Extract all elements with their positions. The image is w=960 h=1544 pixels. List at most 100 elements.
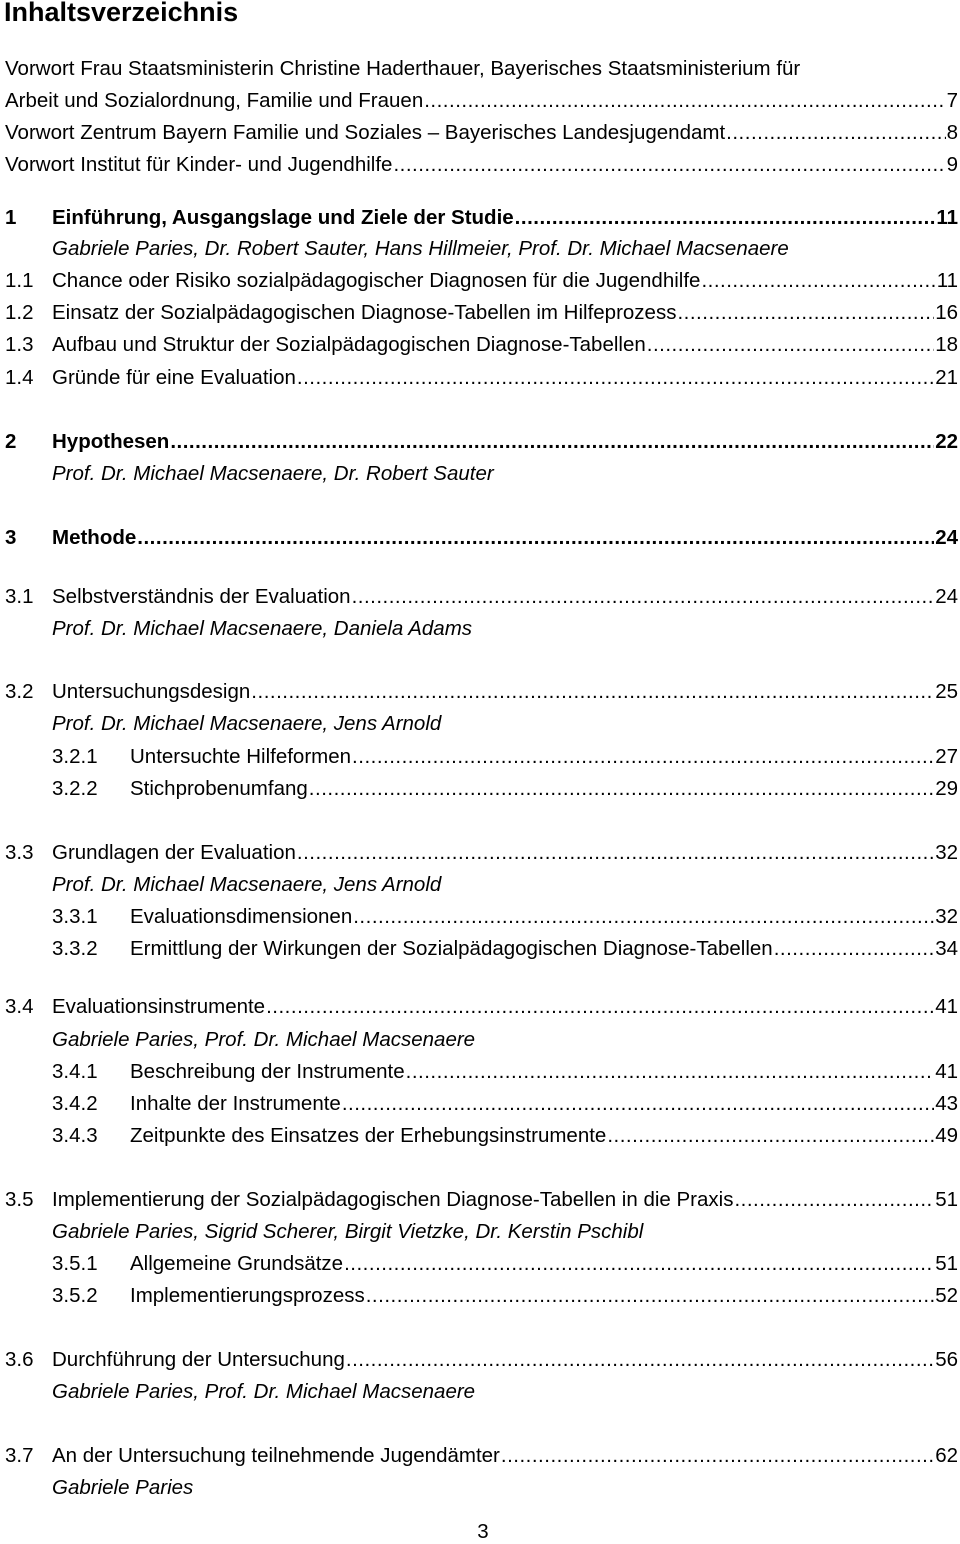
toc-author: Gabriele Paries, Dr. Robert Sauter, Hans… xyxy=(52,237,789,260)
toc-entry[interactable]: 3.2.2 Stichprobenumfang 29 xyxy=(52,776,958,802)
toc-entry-title: Inhalte der Instrumente xyxy=(130,1092,341,1115)
page-number: 3 xyxy=(477,1520,489,1543)
toc-author: Gabriele Paries, Prof. Dr. Michael Macse… xyxy=(52,1380,476,1403)
toc-entry[interactable]: 3.5.1 Allgemeine Grundsätze 51 xyxy=(52,1251,958,1277)
toc-entry[interactable]: 3.3.2 Ermittlung der Wirkungen der Sozial… xyxy=(52,936,958,962)
toc-entry-number: 3.5 xyxy=(5,1188,34,1211)
toc-author: Gabriele Paries xyxy=(52,1476,194,1499)
toc-entry-page: 25 xyxy=(935,680,958,703)
toc-entry[interactable]: Vorwort Zentrum Bayern Familie und Sozia… xyxy=(5,120,958,146)
toc-author: Prof. Dr. Michael Macsenaere, Jens Arnol… xyxy=(52,873,442,896)
page-title: Inhaltsverzeichnis xyxy=(4,0,239,27)
toc-entry[interactable]: 1.1 Chance oder Risiko sozialpädagogische… xyxy=(5,268,958,294)
toc-author: Gabriele Paries, Prof. Dr. Michael Macse… xyxy=(52,1028,476,1051)
toc-entry[interactable]: 3.5 Implementierung der Sozialpädagogisch… xyxy=(5,1187,958,1213)
toc-entry-number: 3.3 xyxy=(5,841,34,864)
toc-entry-page: 41 xyxy=(935,1060,958,1083)
toc-entry-title: Selbstverständnis der Evaluation xyxy=(52,585,351,608)
dot-leader xyxy=(501,1443,934,1469)
dot-leader xyxy=(774,936,934,962)
toc-entry-title: Grundlagen der Evaluation xyxy=(52,841,296,864)
toc-entry-title: Implementierung der Sozialpädagogischen … xyxy=(52,1188,734,1211)
dot-leader xyxy=(309,776,934,802)
toc-entry-page: 32 xyxy=(935,905,958,928)
toc-entry[interactable]: 3.2.1 Untersuchte Hilfeformen 27 xyxy=(52,744,958,770)
toc-entry-number: 3.4.2 xyxy=(52,1092,98,1115)
toc-entry-title: Arbeit und Sozialordnung, Familie und Fr… xyxy=(5,89,424,112)
toc-entry[interactable]: 3.2 Untersuchungsdesign 25 xyxy=(5,679,958,705)
toc-entry-page: 8 xyxy=(946,121,958,144)
toc-entry-page: 51 xyxy=(935,1252,958,1275)
toc-entry[interactable]: Arbeit und Sozialordnung, Familie und Fr… xyxy=(5,88,958,114)
toc-entry-number: 3.4.3 xyxy=(52,1124,98,1147)
toc-entry-page: 11 xyxy=(936,269,958,292)
toc-entry-title: Einsatz der Sozialpädagogischen Diagnose… xyxy=(52,301,677,324)
toc-entry[interactable]: 1.4 Gründe für eine Evaluation 21 xyxy=(5,365,958,391)
toc-entry-title: Evaluationsdimensionen xyxy=(130,905,353,928)
toc-entry-title: Implementierungsprozess xyxy=(130,1284,365,1307)
dot-leader xyxy=(353,904,934,930)
dot-leader xyxy=(424,88,945,114)
toc-entry-page: 29 xyxy=(935,777,958,800)
toc-author: Gabriele Paries, Sigrid Scherer, Birgit … xyxy=(52,1220,644,1243)
toc-entry[interactable]: 3.1 Selbstverständnis der Evaluation 24 xyxy=(5,584,958,610)
toc-entry[interactable]: 3.4.1 Beschreibung der Instrumente 41 xyxy=(52,1059,958,1085)
toc-entry-number: 3.7 xyxy=(5,1444,34,1467)
toc-entry[interactable]: 2 Hypothesen 22 xyxy=(5,429,958,455)
toc-entry-number: 3.2.2 xyxy=(52,777,98,800)
toc-entry-title: Beschreibung der Instrumente xyxy=(130,1060,405,1083)
toc-entry-number: 3 xyxy=(5,526,17,549)
toc-entry[interactable]: 3.5.2 Implementierungsprozess 52 xyxy=(52,1283,958,1309)
toc-entry[interactable]: 3.3.1 Evaluationsdimensionen 32 xyxy=(52,904,958,930)
toc-entry-number: 1 xyxy=(5,206,17,229)
dot-leader xyxy=(251,679,934,705)
toc-entry-line[interactable]: Vorwort Frau Staatsministerin Christine … xyxy=(5,57,801,80)
toc-entry[interactable]: 1.3 Aufbau und Struktur der Sozialpädagog… xyxy=(5,332,958,358)
toc-entry-page: 32 xyxy=(935,841,958,864)
toc-entry[interactable]: 1.2 Einsatz der Sozialpädagogischen Diagn… xyxy=(5,300,958,326)
toc-entry-number: 1.4 xyxy=(5,366,34,389)
toc-author: Prof. Dr. Michael Macsenaere, Jens Arnol… xyxy=(52,712,442,735)
dot-leader xyxy=(170,429,934,455)
toc-entry-number: 3.1 xyxy=(5,585,34,608)
dot-leader xyxy=(393,152,945,178)
toc-entry[interactable]: 3.4.2 Inhalte der Instrumente 43 xyxy=(52,1091,958,1117)
toc-entry[interactable]: Vorwort Institut für Kinder- und Jugendh… xyxy=(5,152,958,178)
toc-entry-title: Allgemeine Grundsätze xyxy=(130,1252,344,1275)
toc-entry-title: Vorwort Institut für Kinder- und Jugendh… xyxy=(5,153,393,176)
toc-entry-number: 1.2 xyxy=(5,301,34,324)
toc-entry-title: Methode xyxy=(52,526,137,549)
toc-entry-number: 3.2.1 xyxy=(52,745,98,768)
toc-entry-page: 27 xyxy=(935,745,958,768)
toc-entry-page: 49 xyxy=(935,1124,958,1147)
dot-leader xyxy=(352,584,935,610)
toc-entry-page: 62 xyxy=(935,1444,958,1467)
toc-entry-page: 22 xyxy=(935,430,958,453)
toc-entry[interactable]: 3.7 An der Untersuchung teilnehmende Juge… xyxy=(5,1443,958,1469)
toc-entry-page: 51 xyxy=(935,1188,958,1211)
dot-leader xyxy=(726,120,945,146)
toc-entry[interactable]: 3.3 Grundlagen der Evaluation 32 xyxy=(5,840,958,866)
dot-leader xyxy=(677,300,934,326)
toc-entry[interactable]: 3.4 Evaluationsinstrumente 41 xyxy=(5,994,958,1020)
toc-entry-number: 3.3.1 xyxy=(52,905,98,928)
toc-entry-page: 56 xyxy=(935,1348,958,1371)
toc-entry[interactable]: 1 Einführung, Ausgangslage und Ziele der … xyxy=(5,205,958,231)
toc-entry-title: Untersuchungsdesign xyxy=(52,680,251,703)
toc-entry[interactable]: 3.6 Durchführung der Untersuchung 56 xyxy=(5,1347,958,1373)
toc-entry-title: Evaluationsinstrumente xyxy=(52,995,266,1018)
dot-leader xyxy=(701,268,935,294)
dot-leader xyxy=(607,1123,934,1149)
toc-entry-page: 18 xyxy=(935,333,958,356)
dot-leader xyxy=(734,1187,934,1213)
toc-entry-number: 1.1 xyxy=(5,269,34,292)
toc-entry-number: 3.3.2 xyxy=(52,937,98,960)
dot-leader xyxy=(342,1091,934,1117)
toc-entry-title: Stichprobenumfang xyxy=(130,777,308,800)
toc-entry[interactable]: 3 Methode 24 xyxy=(5,525,958,551)
toc-entry-page: 24 xyxy=(935,585,958,608)
toc-entry-page: 41 xyxy=(935,995,958,1018)
dot-leader xyxy=(297,365,934,391)
toc-entry-number: 3.4.1 xyxy=(52,1060,98,1083)
toc-entry[interactable]: 3.4.3 Zeitpunkte des Einsatzes der Erhebu… xyxy=(52,1123,958,1149)
